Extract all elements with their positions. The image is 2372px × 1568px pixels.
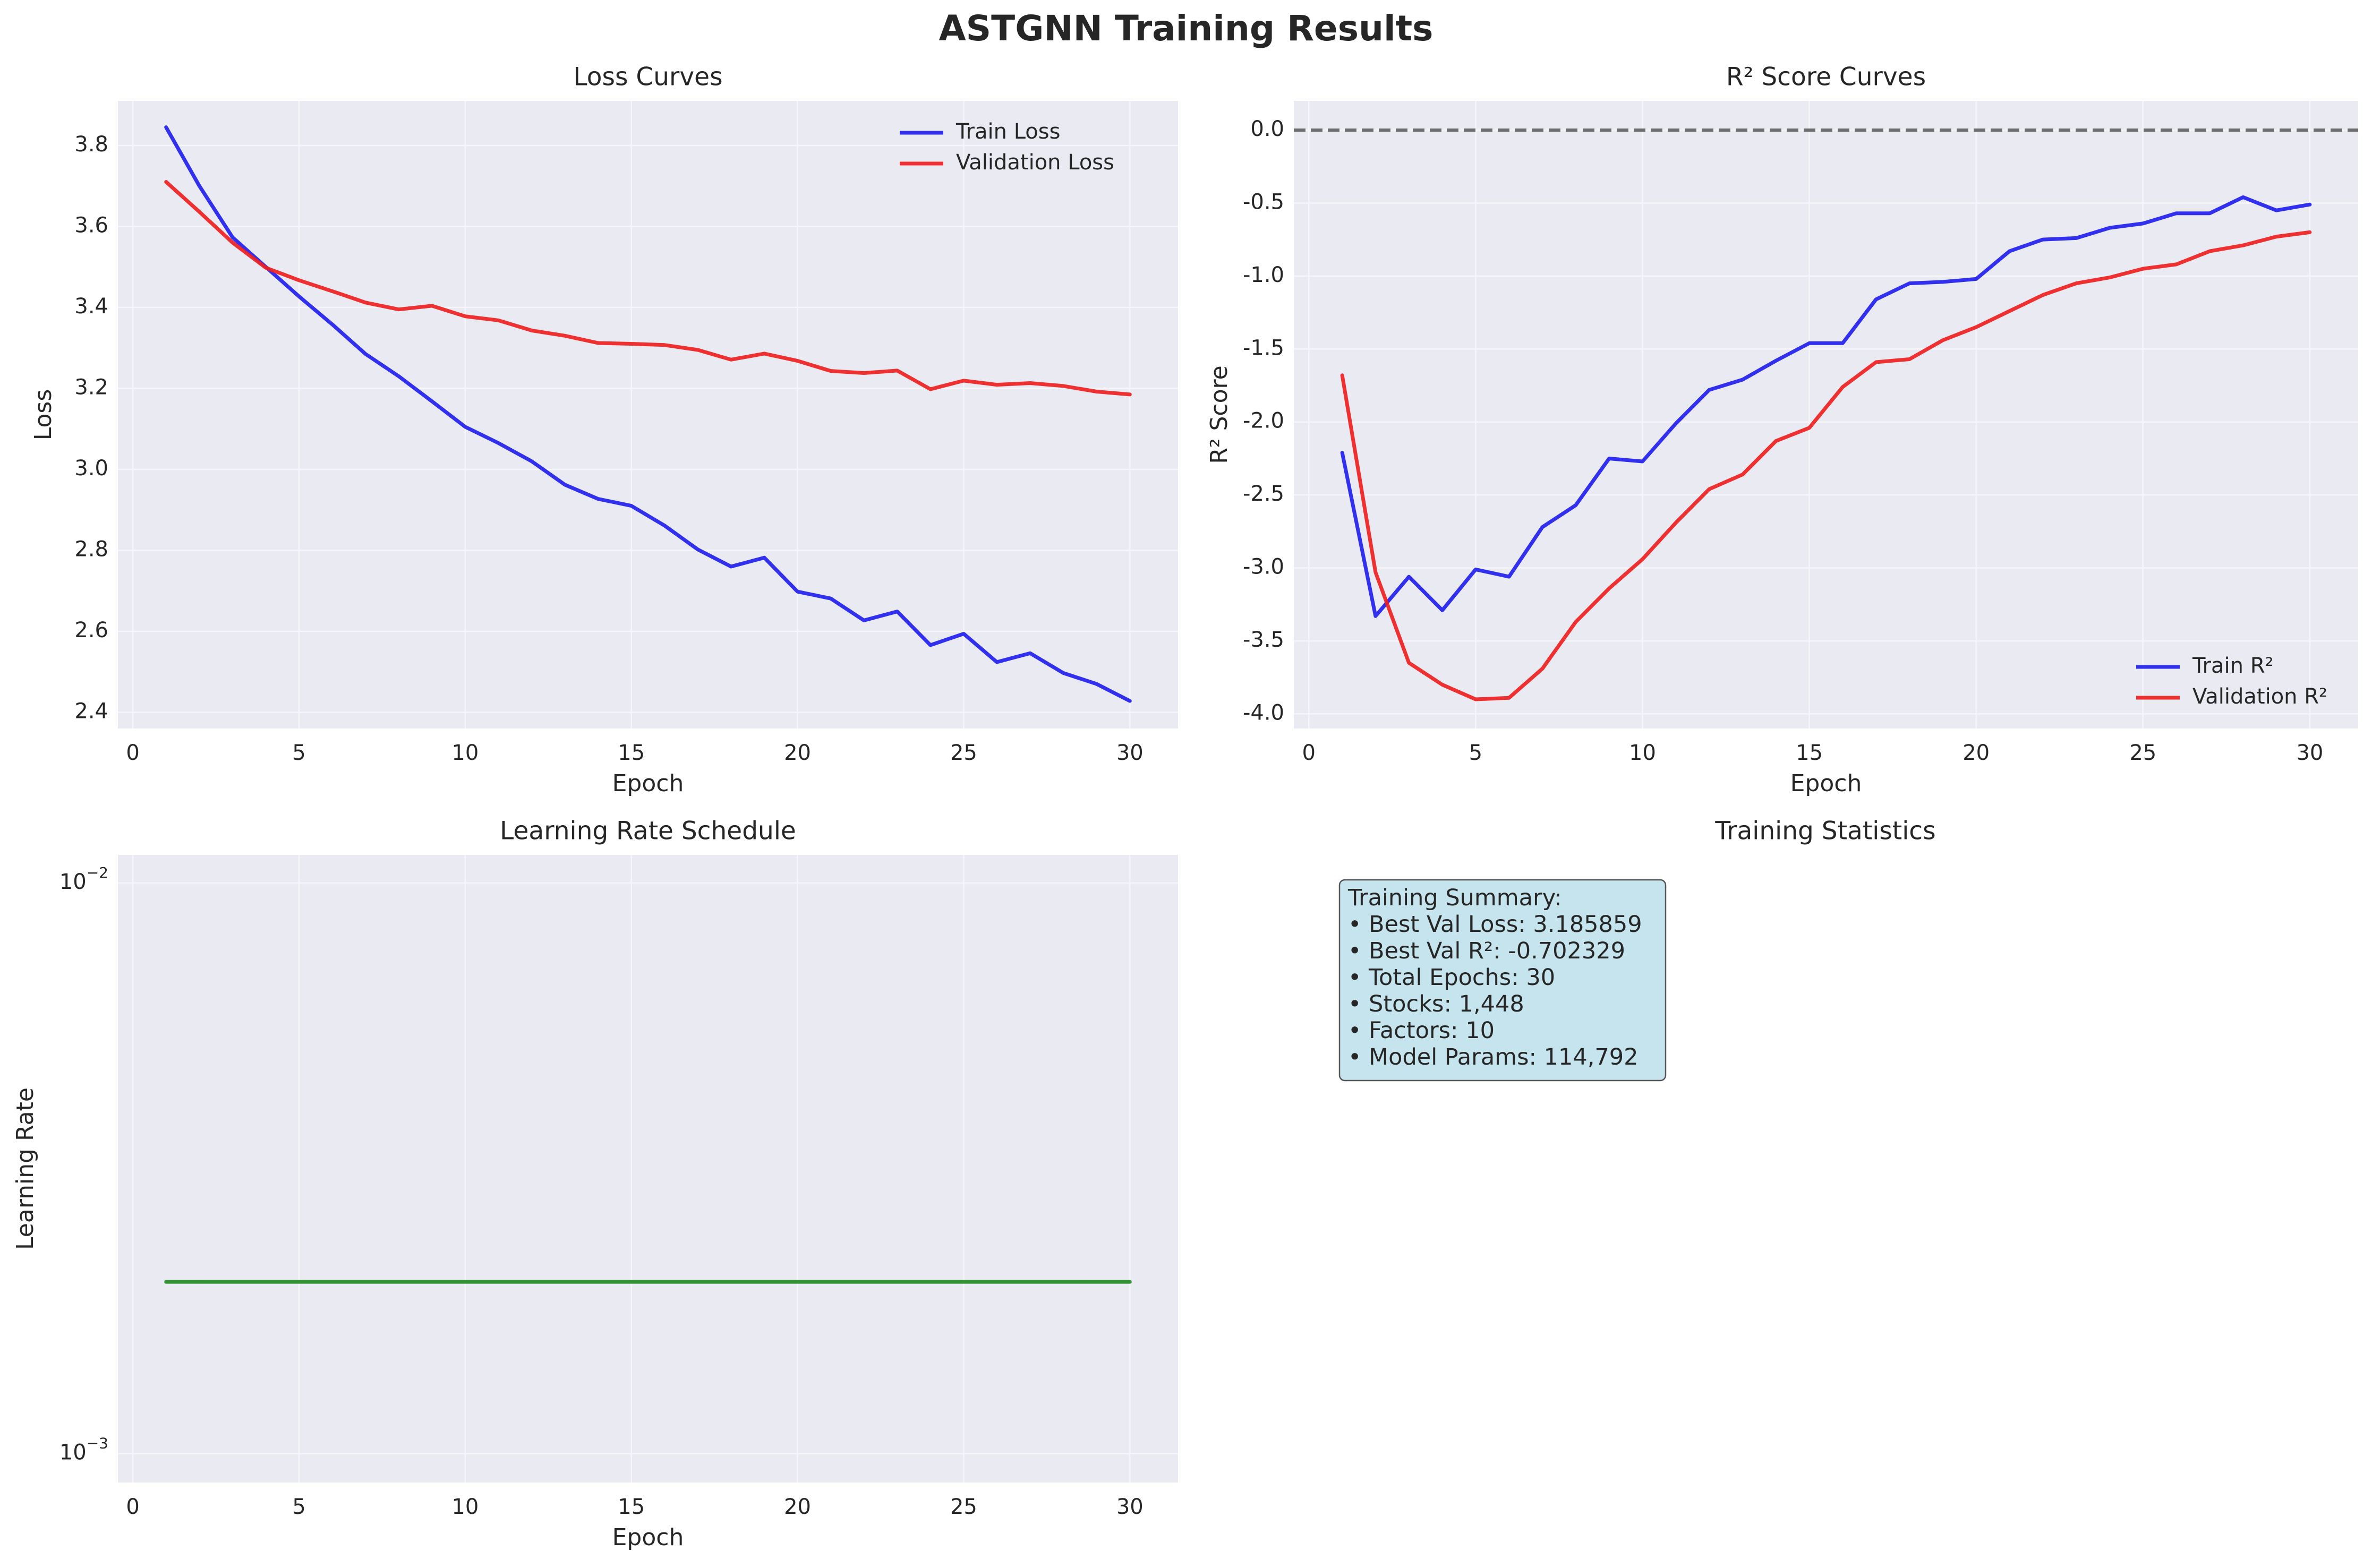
y-axis-label: R² Score xyxy=(1206,365,1233,464)
y-tick-label: 3.0 xyxy=(74,456,108,481)
x-tick-label: 25 xyxy=(950,1495,977,1519)
train-loss-line xyxy=(164,125,1132,703)
x-axis-label: Epoch xyxy=(1790,770,1862,797)
x-tick-label: 10 xyxy=(451,741,479,765)
y-tick-label: 2.8 xyxy=(74,537,108,561)
plot-area xyxy=(1294,101,2358,729)
x-tick-label: 15 xyxy=(618,741,645,765)
x-tick-label: 0 xyxy=(1302,741,1316,765)
training-summary-line: • Stocks: 1,448 xyxy=(1348,991,1524,1017)
y-tick-label: 3.4 xyxy=(74,294,108,319)
plot-title: Learning Rate Schedule xyxy=(500,817,796,846)
y-axis-label: Loss xyxy=(30,389,57,441)
y-tick-label: 10−2 xyxy=(59,864,108,894)
x-tick-label: 30 xyxy=(2296,741,2323,765)
plot-title: Loss Curves xyxy=(573,63,722,92)
y-axis-label: Learning Rate xyxy=(12,1087,39,1250)
training-summary-line: • Best Val R²: -0.702329 xyxy=(1348,938,1625,964)
y-tick-label: -4.0 xyxy=(1243,701,1284,725)
legend-label-train-loss: Train Loss xyxy=(955,119,1060,144)
y-tick-label-exponent: −2 xyxy=(87,864,108,881)
y-tick-label: -1.0 xyxy=(1243,263,1284,287)
x-tick-label: 20 xyxy=(1963,741,1990,765)
legend-label-train-r2: Train R² xyxy=(2192,654,2274,678)
train-r2-line xyxy=(1340,195,2312,618)
training-statistics-panel: Training Statistics Training Summary: • … xyxy=(1338,817,1936,1082)
x-tick-label: 15 xyxy=(618,1495,645,1519)
y-tick-label-exponent: −3 xyxy=(87,1435,108,1452)
x-tick-label: 5 xyxy=(1469,741,1482,765)
loss-curves-plot: 0 5 10 15 20 25 30 2.4 2.6 2.8 3.0 3.2 3.4 3.6 3.8 Loss… xyxy=(30,63,1178,797)
y-tick-label: 2.4 xyxy=(74,699,108,723)
x-tick-label: 10 xyxy=(451,1495,479,1519)
y-tick-label: -2.5 xyxy=(1243,482,1284,506)
y-tick-label: -1.5 xyxy=(1243,336,1284,360)
y-tick-label-base: 10 xyxy=(59,1441,87,1465)
validation-loss-line xyxy=(164,180,1132,397)
training-summary-line: • Total Epochs: 30 xyxy=(1348,964,1555,991)
x-tick-label: 20 xyxy=(784,1495,811,1519)
legend: Train R² Validation R² xyxy=(2136,654,2327,709)
plot-area xyxy=(118,101,1178,729)
y-tick-label: -3.0 xyxy=(1243,555,1284,579)
training-summary-line: Training Summary: xyxy=(1347,885,1562,911)
y-tick-label-base: 10 xyxy=(59,870,87,894)
y-tick-label: 3.6 xyxy=(74,213,108,237)
training-summary-line: • Model Params: 114,792 xyxy=(1348,1044,1638,1070)
x-tick-label: 25 xyxy=(950,741,977,765)
x-tick-label: 30 xyxy=(1116,741,1144,765)
validation-r2-line xyxy=(1340,230,2312,701)
legend-label-validation-r2: Validation R² xyxy=(2192,684,2327,709)
y-tick-label: 3.2 xyxy=(74,375,108,399)
legend-label-validation-loss: Validation Loss xyxy=(956,150,1114,175)
training-summary-box xyxy=(1338,879,1667,1082)
x-tick-label: 0 xyxy=(126,741,139,765)
y-tick-label: 3.8 xyxy=(74,132,108,157)
x-tick-label: 30 xyxy=(1116,1495,1144,1519)
x-axis-label: Epoch xyxy=(612,770,684,797)
x-tick-label: 20 xyxy=(784,741,811,765)
training-statistics-title: Training Statistics xyxy=(1714,817,1935,846)
plot-area xyxy=(118,855,1178,1483)
r2-score-curves-plot: 0 5 10 15 20 25 30 -4.0 -3.5 -3.0 -2.5 -2.0 -1.5 -1.0… xyxy=(1206,63,2358,797)
y-tick-label: 10−3 xyxy=(59,1435,108,1465)
x-tick-label: 10 xyxy=(1629,741,1656,765)
x-tick-label: 0 xyxy=(126,1495,139,1519)
y-tick-label: -0.5 xyxy=(1243,190,1284,214)
y-tick-label: -3.5 xyxy=(1243,628,1284,652)
x-axis-label: Epoch xyxy=(612,1524,684,1551)
legend: Train Loss Validation Loss xyxy=(900,119,1114,175)
y-tick-label: 2.6 xyxy=(74,618,108,642)
x-tick-label: 15 xyxy=(1796,741,1823,765)
y-tick-label: 0.0 xyxy=(1250,117,1284,141)
training-summary-line: • Factors: 10 xyxy=(1348,1017,1495,1044)
figure-title: ASTGNN Training Results xyxy=(939,8,1434,49)
training-summary-line: • Best Val Loss: 3.185859 xyxy=(1348,911,1642,938)
x-tick-label: 5 xyxy=(292,1495,305,1519)
x-tick-label: 5 xyxy=(292,741,305,765)
x-tick-label: 25 xyxy=(2129,741,2156,765)
plot-title: R² Score Curves xyxy=(1726,63,1926,92)
y-tick-label: -2.0 xyxy=(1243,409,1284,433)
